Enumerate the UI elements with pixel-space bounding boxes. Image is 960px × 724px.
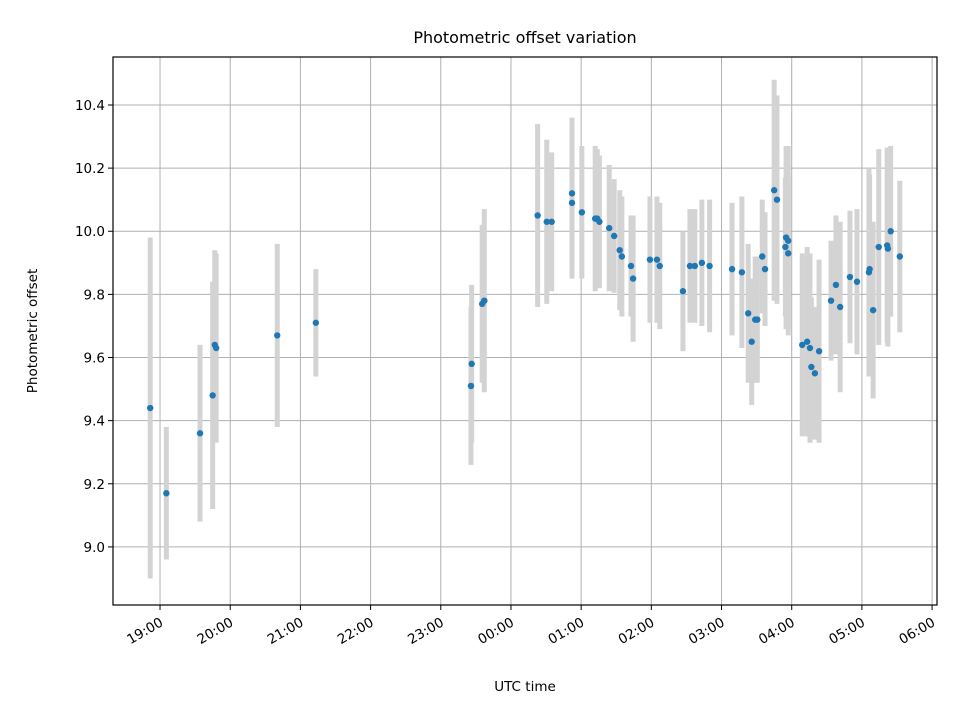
data-point (606, 224, 613, 232)
data-point (875, 243, 882, 251)
data-point (568, 199, 576, 207)
x-tick-label: 22:00 (335, 615, 377, 648)
errorbars (147, 79, 903, 579)
data-points (146, 187, 904, 497)
data-point (832, 281, 840, 289)
data-point (209, 392, 216, 399)
data-point (866, 265, 873, 273)
data-point (869, 306, 877, 314)
data-point (853, 278, 861, 285)
x-tick-label: 03:00 (686, 615, 728, 648)
x-tick-label: 20:00 (195, 615, 237, 648)
data-point (770, 187, 778, 194)
data-point (686, 262, 694, 270)
x-axis: 19:00 20:00 21:00 22:00 23:00 00:00 01:00 02:00… (124, 605, 938, 648)
data-point (698, 259, 706, 267)
data-point (836, 303, 844, 311)
data-point (706, 262, 713, 270)
data-point (196, 430, 204, 437)
x-tick-label: 01:00 (545, 615, 587, 648)
data-point (312, 319, 320, 326)
data-point (629, 275, 637, 282)
data-point (846, 273, 854, 281)
data-point (146, 404, 154, 412)
data-point (884, 245, 892, 252)
y-tick-label: 9.4 (84, 414, 105, 430)
data-point (616, 246, 623, 254)
x-axis-label: UTC time (494, 679, 556, 695)
data-point (785, 237, 792, 244)
x-tick-label: 04:00 (756, 615, 798, 648)
x-tick-label: 02:00 (616, 615, 658, 648)
data-point (773, 196, 781, 203)
x-tick-label: 21:00 (265, 615, 307, 648)
data-point (806, 344, 814, 352)
data-point (481, 297, 488, 304)
data-point (656, 262, 663, 270)
data-point (811, 370, 819, 377)
y-axis-label: Photometric offset (25, 269, 41, 393)
data-point (543, 218, 550, 225)
data-point (467, 382, 475, 390)
data-point (738, 269, 746, 276)
data-point (785, 250, 792, 257)
data-point (548, 218, 555, 225)
data-point (728, 265, 736, 273)
data-point (744, 310, 752, 317)
data-point (596, 218, 603, 225)
data-point (691, 262, 699, 270)
data-point (799, 341, 806, 349)
data-point (534, 212, 541, 219)
data-point (748, 338, 755, 345)
x-tick-label: 23:00 (405, 615, 447, 648)
x-tick-label: 00:00 (475, 615, 517, 648)
data-point (578, 209, 586, 216)
data-point (212, 344, 220, 352)
y-tick-label: 9.0 (84, 540, 105, 556)
x-tick-label: 19:00 (124, 615, 166, 648)
data-point (610, 232, 618, 240)
data-point (803, 338, 811, 345)
data-point (887, 228, 894, 235)
data-point (274, 332, 281, 339)
data-point (808, 363, 815, 371)
data-point (653, 256, 661, 263)
plot-frame (112, 56, 938, 606)
y-tick-label: 10.0 (75, 224, 105, 240)
data-point (468, 360, 475, 368)
data-point (679, 288, 687, 295)
data-point (815, 348, 823, 355)
data-point (618, 253, 626, 260)
y-tick-label: 9.8 (84, 287, 105, 303)
data-point (627, 262, 635, 270)
data-point (827, 297, 835, 304)
data-point (759, 253, 766, 260)
y-axis: 9.0 9.2 9.4 9.6 9.8 10.0 10.2 10.4 (75, 98, 113, 556)
data-point (568, 190, 576, 197)
data-point (782, 243, 789, 251)
y-tick-label: 9.2 (84, 477, 105, 493)
chart-title: Photometric offset variation (413, 28, 636, 47)
data-point (896, 253, 904, 260)
data-point (761, 265, 769, 273)
y-tick-label: 10.2 (75, 161, 105, 177)
data-point (163, 490, 170, 497)
grid (113, 57, 937, 605)
x-tick-label: 05:00 (826, 615, 868, 648)
y-tick-label: 9.6 (84, 351, 105, 367)
y-tick-label: 10.4 (75, 98, 105, 114)
data-point (754, 316, 761, 323)
data-point (646, 256, 654, 263)
x-tick-label: 06:00 (896, 615, 938, 648)
